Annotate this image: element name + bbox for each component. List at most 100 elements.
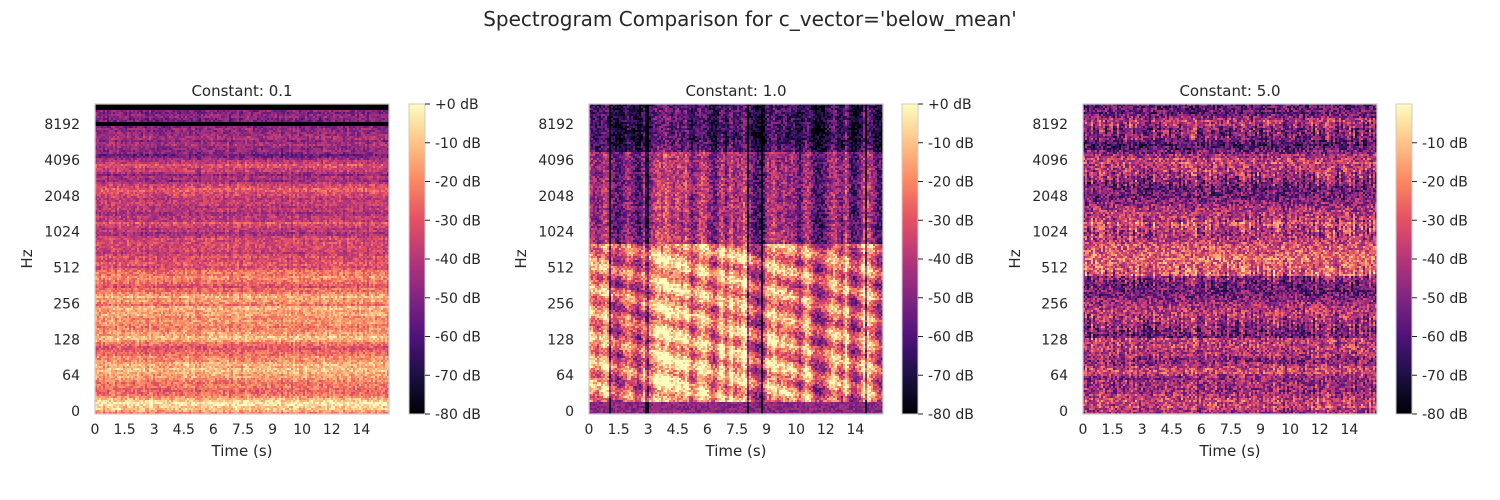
y-tick-label: 128	[547, 332, 574, 348]
colorbar-tick-label: -70 dB	[1422, 368, 1468, 384]
colorbar-tick-label: +0 dB	[928, 97, 972, 113]
x-tick-label: 7.5	[1220, 422, 1242, 438]
x-axis-label: Time (s)	[1199, 442, 1261, 460]
x-axis-label: Time (s)	[705, 442, 767, 460]
colorbar	[408, 103, 426, 415]
y-tick-label: 1024	[538, 225, 574, 241]
colorbar-tick-label: -10 dB	[435, 136, 481, 152]
colorbar-tick-label: -40 dB	[928, 252, 974, 268]
colorbar-tick-label: -50 dB	[1422, 291, 1468, 307]
colorbar-tick-label: -30 dB	[1422, 213, 1468, 229]
spectrogram-image	[95, 104, 389, 414]
x-tick-label: 0	[91, 422, 100, 438]
x-tick-label: 9	[1256, 422, 1265, 438]
colorbar-tick-label: -40 dB	[435, 252, 481, 268]
colorbar-tick-label: -20 dB	[928, 175, 974, 191]
y-tick-label: 128	[1041, 332, 1068, 348]
colorbar-tick-label: -70 dB	[928, 368, 974, 384]
colorbar-tick-label: -80 dB	[435, 407, 481, 423]
colorbar-tick-label: -40 dB	[1422, 252, 1468, 268]
y-tick-label: 512	[547, 261, 574, 277]
colorbar-tick-label: -50 dB	[928, 291, 974, 307]
x-tick-label: 7.5	[726, 422, 748, 438]
panel-title: Constant: 1.0	[685, 82, 786, 100]
y-tick-label: 4096	[44, 153, 80, 169]
x-tick-label: 4.5	[173, 422, 195, 438]
y-tick-label: 0	[71, 404, 80, 420]
y-tick-label: 4096	[1032, 153, 1068, 169]
y-axis-label: Hz	[1006, 249, 1024, 268]
x-tick-label: 0	[585, 422, 594, 438]
spectrogram-image	[1083, 104, 1377, 414]
x-tick-label: 12	[817, 422, 835, 438]
colorbar-tick-label: -60 dB	[435, 330, 481, 346]
colorbar-tick-label: -80 dB	[1422, 407, 1468, 423]
y-tick-label: 8192	[1032, 117, 1068, 133]
x-tick-label: 0	[1079, 422, 1088, 438]
x-tick-label: 4.5	[667, 422, 689, 438]
y-tick-label: 64	[556, 368, 574, 384]
spectrogram-panel-1: Constant: 0.1 0 1.5 3 4.5 6 7.5 9 10 12 14 Time (s)…	[18, 82, 481, 460]
colorbar-tick-label: +0 dB	[435, 97, 479, 113]
colorbar-tick-label: -60 dB	[1422, 330, 1468, 346]
x-tick-label: 3	[644, 422, 653, 438]
axes-frame	[588, 103, 884, 415]
x-tick-label: 1.5	[1101, 422, 1123, 438]
y-tick-label: 256	[547, 296, 574, 312]
spectrogram-panel-2: Constant: 1.0 0 1.5 3 4.5 6 7.5 9 10 12 14 Time (s)…	[512, 82, 974, 460]
spectrogram-image	[589, 104, 883, 414]
y-tick-label: 512	[1041, 261, 1068, 277]
axes-frame	[1082, 103, 1378, 415]
x-tick-label: 6	[209, 422, 218, 438]
y-axis-label: Hz	[512, 249, 530, 268]
x-axis-label: Time (s)	[211, 442, 273, 460]
colorbar-tick-label: -30 dB	[435, 213, 481, 229]
x-tick-label: 14	[352, 422, 370, 438]
colorbar-tick-label: -10 dB	[928, 136, 974, 152]
x-tick-label: 6	[1197, 422, 1206, 438]
colorbar-tick-label: -20 dB	[1422, 175, 1468, 191]
panel-title: Constant: 0.1	[191, 82, 292, 100]
colorbar-tick-label: -60 dB	[928, 330, 974, 346]
colorbar-tick-label: -30 dB	[928, 213, 974, 229]
x-tick-label: 3	[150, 422, 159, 438]
y-tick-label: 64	[1050, 368, 1068, 384]
colorbar-tick-label: -50 dB	[435, 291, 481, 307]
y-tick-label: 512	[53, 261, 80, 277]
colorbar-tick-label: -20 dB	[435, 175, 481, 191]
y-tick-label: 4096	[538, 153, 574, 169]
y-tick-label: 0	[1059, 404, 1068, 420]
y-tick-label: 256	[1041, 296, 1068, 312]
x-tick-label: 14	[1340, 422, 1358, 438]
y-tick-label: 1024	[44, 225, 80, 241]
y-tick-label: 128	[53, 332, 80, 348]
y-tick-label: 8192	[538, 117, 574, 133]
y-tick-label: 64	[62, 368, 80, 384]
y-tick-label: 8192	[44, 117, 80, 133]
colorbar	[1395, 103, 1413, 415]
x-tick-label: 9	[268, 422, 277, 438]
y-tick-label: 256	[53, 296, 80, 312]
colorbar-tick-label: -70 dB	[435, 368, 481, 384]
panel-title: Constant: 5.0	[1179, 82, 1280, 100]
axes-frame	[94, 103, 390, 415]
x-tick-label: 14	[846, 422, 864, 438]
x-tick-label: 4.5	[1161, 422, 1183, 438]
x-tick-label: 10	[787, 422, 805, 438]
x-tick-label: 10	[1281, 422, 1299, 438]
colorbar	[901, 103, 919, 415]
y-tick-label: 1024	[1032, 225, 1068, 241]
figure-suptitle: Spectrogram Comparison for c_vector='bel…	[483, 7, 1017, 31]
x-tick-label: 9	[762, 422, 771, 438]
x-tick-label: 7.5	[232, 422, 254, 438]
colorbar-tick-label: -80 dB	[928, 407, 974, 423]
y-tick-label: 2048	[44, 189, 80, 205]
x-tick-label: 10	[293, 422, 311, 438]
x-tick-label: 6	[703, 422, 712, 438]
x-tick-label: 12	[323, 422, 341, 438]
y-tick-label: 2048	[1032, 189, 1068, 205]
y-tick-label: 0	[565, 404, 574, 420]
x-tick-label: 1.5	[607, 422, 629, 438]
y-axis-label: Hz	[18, 249, 36, 268]
